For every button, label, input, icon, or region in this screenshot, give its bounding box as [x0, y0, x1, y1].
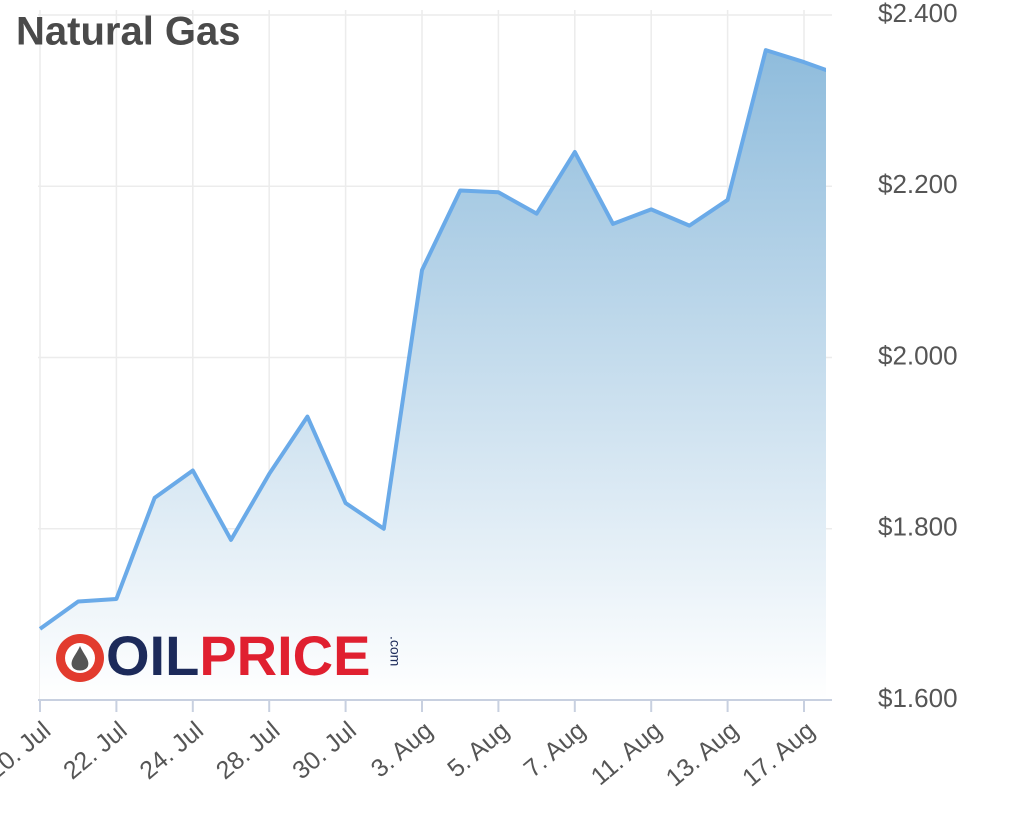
- line: [38, 48, 826, 631]
- x-tick-label: 20. Jul: [0, 716, 56, 785]
- x-tick-label: 7. Aug: [519, 716, 591, 783]
- area: [40, 50, 826, 700]
- y-tick-label: $2.400: [878, 0, 958, 28]
- plot-area: [38, 48, 826, 700]
- logo-price: PRICE: [199, 624, 370, 687]
- logo: OILPRICE .com: [56, 624, 403, 687]
- x-tick-label: 17. Aug: [737, 716, 820, 792]
- x-tick-label: 28. Jul: [211, 716, 285, 785]
- logo-drop: [71, 646, 89, 671]
- y-tick-label: $2.200: [878, 169, 958, 199]
- chart-title: Natural Gas: [16, 10, 241, 54]
- logo-oil: OIL: [106, 624, 199, 687]
- y-tick-label: $1.800: [878, 512, 958, 542]
- x-tick-label: 5. Aug: [442, 716, 514, 783]
- y-tick-label: $2.000: [878, 340, 958, 370]
- x-tick-label: 11. Aug: [586, 716, 668, 791]
- x-tick-label: 24. Jul: [134, 716, 208, 785]
- x-tick-label: 3. Aug: [366, 716, 438, 783]
- logo-suffix: .com: [387, 636, 403, 666]
- x-tick-label: 22. Jul: [58, 716, 132, 785]
- x-tick-label: 13. Aug: [661, 716, 744, 792]
- logo-text: OILPRICE: [106, 624, 370, 687]
- x-tick-label: 30. Jul: [287, 716, 361, 785]
- y-tick-label: $1.600: [878, 683, 958, 713]
